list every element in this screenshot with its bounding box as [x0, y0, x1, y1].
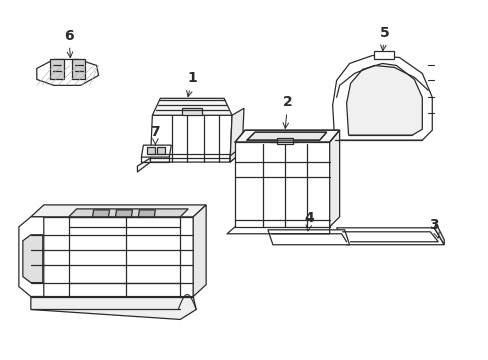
Polygon shape: [433, 224, 443, 245]
Polygon shape: [267, 230, 349, 245]
Polygon shape: [72, 59, 85, 80]
Polygon shape: [115, 210, 132, 217]
Polygon shape: [346, 63, 422, 135]
Text: 4: 4: [304, 211, 314, 231]
Polygon shape: [138, 210, 155, 217]
Polygon shape: [147, 147, 155, 154]
Polygon shape: [152, 98, 232, 115]
Polygon shape: [31, 217, 193, 297]
Polygon shape: [182, 108, 202, 115]
Polygon shape: [329, 130, 339, 227]
Polygon shape: [229, 146, 242, 162]
Polygon shape: [157, 147, 165, 154]
Polygon shape: [276, 138, 292, 144]
Polygon shape: [137, 158, 150, 172]
Polygon shape: [150, 115, 232, 162]
Polygon shape: [229, 108, 244, 162]
Polygon shape: [336, 228, 443, 245]
Polygon shape: [246, 132, 326, 140]
Text: 1: 1: [186, 71, 197, 96]
Polygon shape: [50, 59, 63, 80]
Polygon shape: [235, 142, 329, 227]
Text: 7: 7: [150, 125, 160, 145]
Polygon shape: [193, 205, 206, 297]
Polygon shape: [235, 130, 339, 142]
Polygon shape: [92, 210, 109, 217]
Polygon shape: [19, 217, 44, 297]
Polygon shape: [141, 145, 171, 157]
Polygon shape: [31, 297, 196, 319]
Polygon shape: [374, 51, 394, 59]
Polygon shape: [23, 235, 42, 283]
Text: 3: 3: [428, 218, 438, 238]
Polygon shape: [37, 59, 99, 85]
Polygon shape: [332, 55, 431, 140]
Text: 5: 5: [379, 26, 388, 51]
Text: 6: 6: [64, 28, 73, 58]
Text: 2: 2: [283, 95, 292, 128]
Polygon shape: [31, 205, 206, 217]
Polygon shape: [68, 209, 188, 217]
